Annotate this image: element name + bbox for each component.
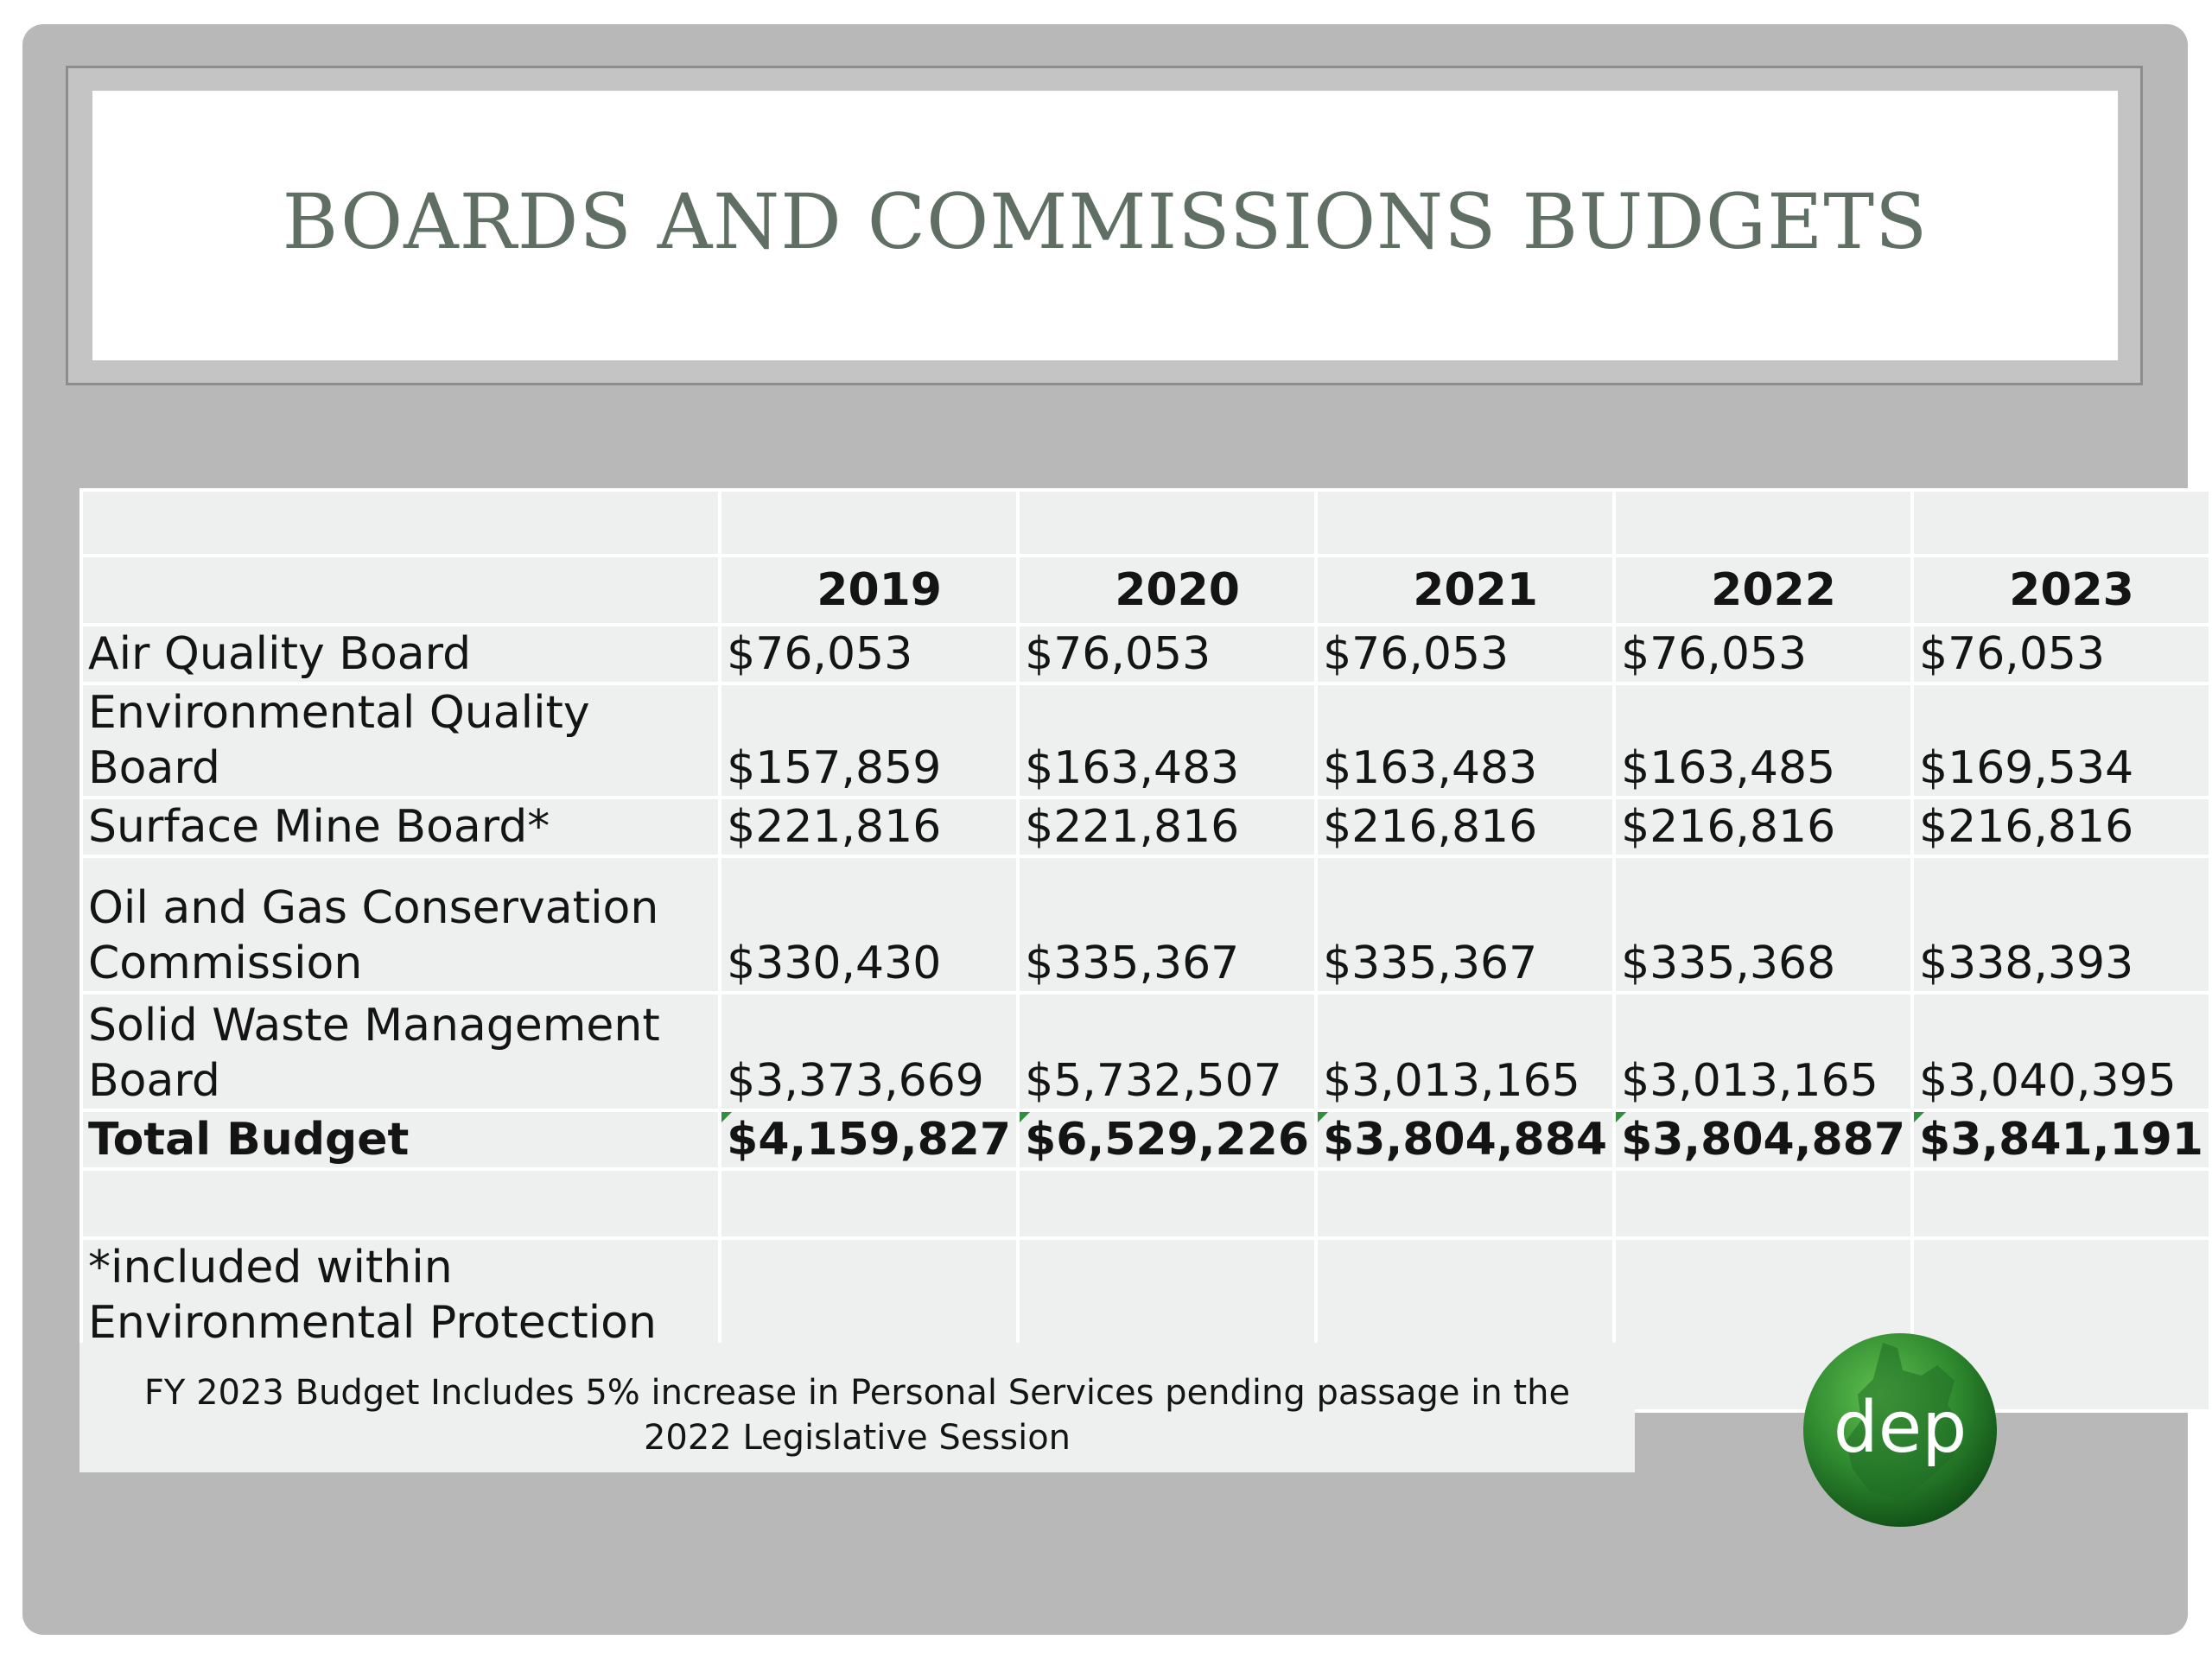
table-cell (1612, 1236, 1915, 1413)
table-cell (1612, 488, 1915, 557)
title-box: BOARDS AND COMMISSIONS BUDGETS (92, 91, 2118, 360)
budget-value: $76,053 (718, 623, 1020, 685)
table-cell (1314, 488, 1617, 557)
budget-value: $216,816 (1612, 796, 1915, 858)
table-row: Oil and Gas Conservation Commission $330… (79, 855, 2212, 995)
table-cell (1612, 1167, 1915, 1240)
budget-value: $163,483 (1016, 682, 1319, 799)
row-label: Surface Mine Board* (79, 796, 722, 858)
row-label: Environmental Quality Board (79, 682, 722, 799)
cell-indicator-icon (1020, 1112, 1031, 1122)
budget-value: $330,430 (718, 855, 1020, 995)
total-value: $3,841,191 (1910, 1109, 2212, 1171)
row-label: Solid Waste Management Board (79, 991, 722, 1112)
budget-value: $76,053 (1612, 623, 1915, 685)
table-row: Surface Mine Board* $221,816 $221,816 $2… (79, 796, 2212, 858)
budget-value: $3,013,165 (1314, 991, 1617, 1112)
table-cell (718, 1167, 1020, 1240)
column-header-year: 2021 (1314, 554, 1617, 626)
budget-value: $335,367 (1016, 855, 1319, 995)
total-label: Total Budget (79, 1109, 722, 1171)
total-value-text: $6,529,226 (1025, 1114, 1310, 1166)
table-cell (1314, 1167, 1617, 1240)
total-value: $6,529,226 (1016, 1109, 1319, 1171)
table-total-row: Total Budget $4,159,827 $6,529,226 $3,80… (79, 1109, 2212, 1171)
table-cell (79, 488, 722, 557)
title-frame: BOARDS AND COMMISSIONS BUDGETS (66, 66, 2143, 385)
total-value-text: $3,804,884 (1323, 1114, 1608, 1166)
budget-value: $5,732,507 (1016, 991, 1319, 1112)
budget-value: $163,483 (1314, 682, 1617, 799)
column-header-year: 2023 (1910, 554, 2212, 626)
row-label: Oil and Gas Conservation Commission (79, 855, 722, 995)
table-cell (1016, 488, 1319, 557)
budget-value: $3,040,395 (1910, 991, 2212, 1112)
table-header-row: 2019 2020 2021 2022 2023 (79, 554, 2212, 626)
budget-value: $76,053 (1314, 623, 1617, 685)
budget-value: $169,534 (1910, 682, 2212, 799)
budget-footnote: FY 2023 Budget Includes 5% increase in P… (79, 1343, 1635, 1472)
table-note: *included within Environmental Protectio… (79, 1236, 722, 1413)
table-cell (1910, 488, 2212, 557)
budget-value: $3,373,669 (718, 991, 1020, 1112)
budget-value: $338,393 (1910, 855, 2212, 995)
budget-value: $216,816 (1910, 796, 2212, 858)
cell-indicator-icon (1616, 1112, 1627, 1122)
budget-value: $335,368 (1612, 855, 1915, 995)
budget-value: $221,816 (718, 796, 1020, 858)
budget-value: $76,053 (1016, 623, 1319, 685)
table-cell (1016, 1167, 1319, 1240)
total-value-text: $3,841,191 (1919, 1114, 2203, 1166)
budget-value: $3,013,165 (1612, 991, 1915, 1112)
budget-value: $157,859 (718, 682, 1020, 799)
table-header-corner (79, 554, 722, 626)
budget-value: $335,367 (1314, 855, 1617, 995)
cell-indicator-icon (721, 1112, 733, 1122)
budget-value: $163,485 (1612, 682, 1915, 799)
table-cell (79, 1167, 722, 1240)
column-header-year: 2020 (1016, 554, 1319, 626)
total-value-text: $4,159,827 (727, 1114, 1012, 1166)
dep-logo-icon: dep (1803, 1333, 1997, 1527)
total-value: $3,804,884 (1314, 1109, 1617, 1171)
budget-value: $76,053 (1910, 623, 2212, 685)
table-row: Environmental Quality Board $157,859 $16… (79, 682, 2212, 799)
total-value-text: $3,804,887 (1621, 1114, 1906, 1166)
cell-indicator-icon (1914, 1112, 1925, 1122)
total-value: $3,804,887 (1612, 1109, 1915, 1171)
table-row: Solid Waste Management Board $3,373,669 … (79, 991, 2212, 1112)
table-row: Air Quality Board $76,053 $76,053 $76,05… (79, 623, 2212, 685)
budget-value: $221,816 (1016, 796, 1319, 858)
row-label: Air Quality Board (79, 623, 722, 685)
table-cell (1910, 1167, 2212, 1240)
budget-table: 2019 2020 2021 2022 2023 Air Quality Boa… (79, 488, 2212, 1413)
column-header-year: 2022 (1612, 554, 1915, 626)
column-header-year: 2019 (718, 554, 1020, 626)
logo-text: dep (1834, 1387, 1967, 1469)
slide-title: BOARDS AND COMMISSIONS BUDGETS (282, 176, 1929, 266)
cell-indicator-icon (1318, 1112, 1329, 1122)
total-value: $4,159,827 (718, 1109, 1020, 1171)
table-cell (718, 488, 1020, 557)
table-blank-row (79, 1167, 2212, 1240)
budget-value: $216,816 (1314, 796, 1617, 858)
table-blank-row (79, 488, 2212, 557)
